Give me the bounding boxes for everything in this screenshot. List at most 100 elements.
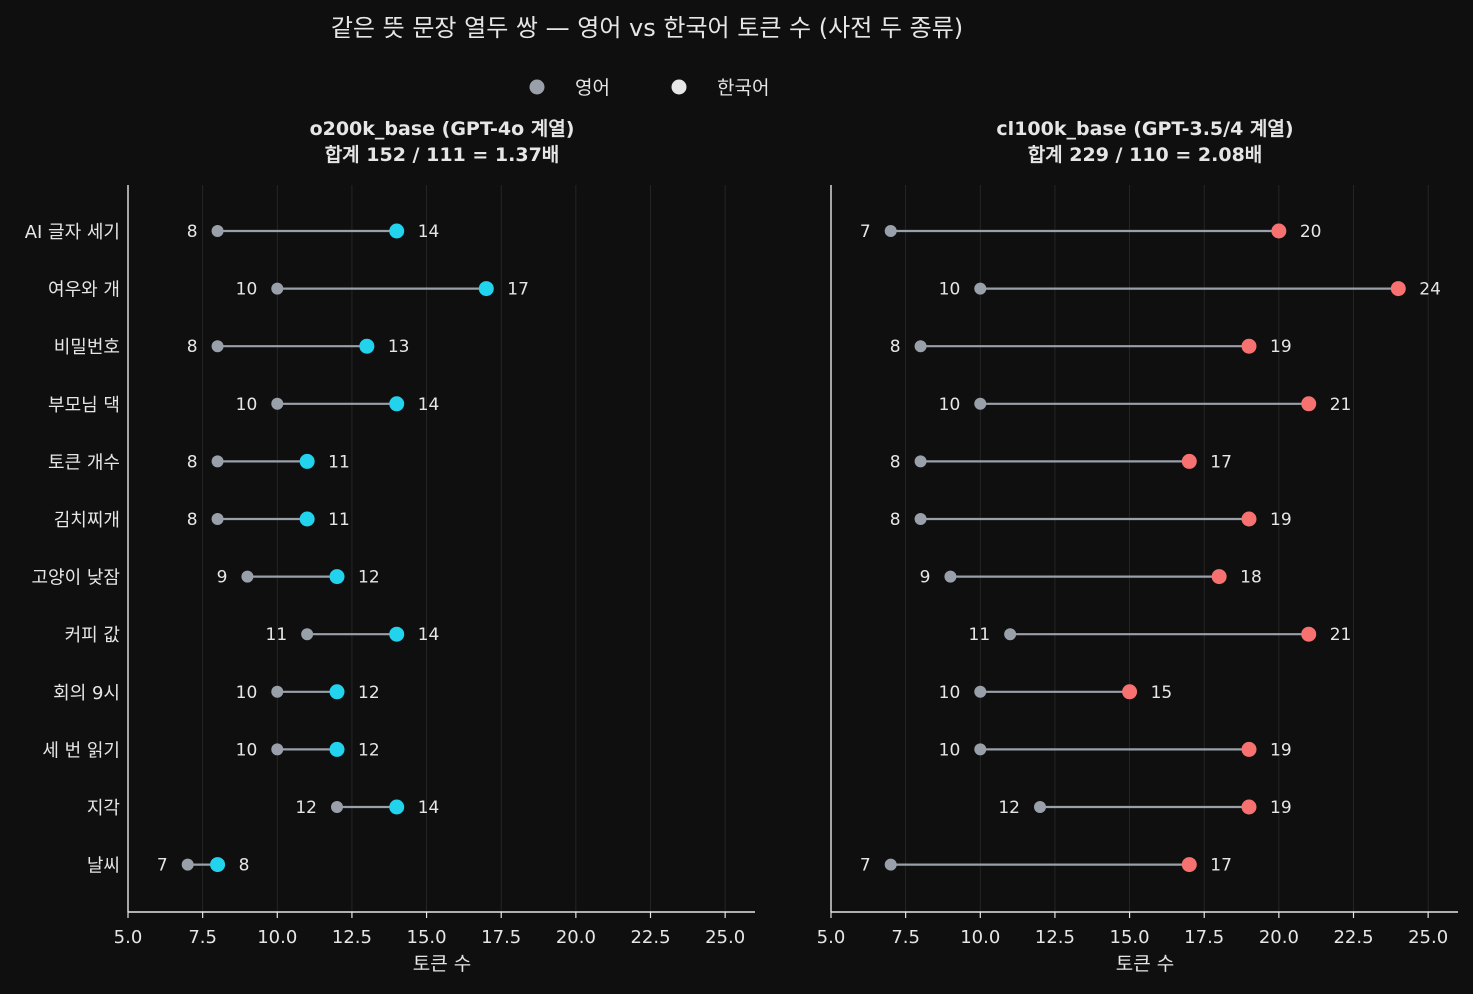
x-tick-label: 5.0 bbox=[817, 927, 846, 948]
korean-point bbox=[1241, 338, 1257, 354]
x-tick-label: 10.0 bbox=[960, 927, 1000, 948]
korean-point bbox=[299, 453, 315, 469]
english-point bbox=[241, 570, 254, 583]
panel-subtitle: 합계 152 / 111 = 1.37배 bbox=[325, 144, 560, 166]
x-axis-label: 토큰 수 bbox=[413, 953, 471, 975]
korean-value-label: 17 bbox=[507, 280, 529, 300]
x-tick-label: 7.5 bbox=[891, 927, 920, 948]
korean-value-label: 17 bbox=[1210, 452, 1232, 472]
english-point bbox=[271, 685, 284, 698]
y-tick-label: 회의 9시 bbox=[53, 683, 120, 704]
x-tick-label: 12.5 bbox=[332, 927, 372, 948]
x-tick-label: 25.0 bbox=[705, 927, 745, 948]
x-tick-label: 5.0 bbox=[114, 927, 143, 948]
english-point bbox=[974, 282, 987, 295]
panel-o200k: o200k_base (GPT-4o 계열) 합계 152 / 111 = 1.… bbox=[25, 118, 755, 975]
english-value-label: 12 bbox=[998, 798, 1020, 818]
english-point bbox=[211, 340, 224, 353]
english-value-label: 8 bbox=[187, 337, 198, 357]
korean-point bbox=[1271, 223, 1287, 239]
english-point bbox=[331, 801, 343, 813]
english-value-label: 8 bbox=[187, 510, 198, 530]
english-value-label: 7 bbox=[157, 856, 168, 876]
korean-point bbox=[1241, 511, 1257, 527]
panel-title: o200k_base (GPT-4o 계열) bbox=[310, 118, 575, 140]
english-value-label: 10 bbox=[939, 683, 961, 703]
english-value-label: 8 bbox=[890, 510, 901, 530]
x-tick-label: 20.0 bbox=[1259, 927, 1299, 948]
korean-value-label: 8 bbox=[239, 856, 250, 876]
korean-point bbox=[299, 511, 315, 527]
y-tick-label: 비밀번호 bbox=[54, 337, 120, 358]
korean-value-label: 14 bbox=[418, 395, 440, 415]
korean-value-label: 21 bbox=[1330, 395, 1352, 415]
korean-point bbox=[389, 799, 405, 815]
korean-point bbox=[1301, 626, 1317, 642]
english-value-label: 9 bbox=[217, 568, 228, 588]
data-marks: 7 20 10 24 8 19 10 21 8 17 8 19 9 18 11 21 10 15 10 19 12 19 7… bbox=[860, 222, 1441, 876]
english-point bbox=[914, 340, 927, 353]
english-point bbox=[944, 570, 957, 583]
korean-value-label: 19 bbox=[1270, 510, 1292, 530]
axes: 5.0 7.5 10.0 12.5 15.0 17.5 20.0 22.5 25.0 bbox=[817, 185, 1458, 948]
y-tick-label: 여우와 개 bbox=[48, 280, 120, 301]
english-point bbox=[211, 455, 224, 468]
legend-label-english: 영어 bbox=[575, 77, 610, 99]
korean-value-label: 21 bbox=[1330, 625, 1352, 645]
x-tick-label: 17.5 bbox=[481, 927, 521, 948]
english-point bbox=[271, 743, 284, 756]
english-value-label: 8 bbox=[187, 222, 198, 242]
y-tick-label: 토큰 개수 bbox=[48, 452, 120, 473]
x-tick-label: 20.0 bbox=[556, 927, 596, 948]
english-point bbox=[181, 858, 194, 871]
y-tick-label: AI 글자 세기 bbox=[25, 222, 120, 243]
english-value-label: 11 bbox=[969, 625, 991, 645]
english-value-label: 10 bbox=[236, 280, 258, 300]
korean-point bbox=[389, 396, 405, 412]
korean-point bbox=[1241, 799, 1257, 815]
panel-cl100k: cl100k_base (GPT-3.5/4 계열) 합계 229 / 110 … bbox=[817, 118, 1458, 975]
korean-value-label: 12 bbox=[358, 683, 380, 703]
y-tick-label: 지각 bbox=[87, 798, 120, 819]
english-point bbox=[974, 685, 987, 698]
grid bbox=[830, 185, 1429, 912]
korean-point bbox=[1181, 453, 1197, 469]
english-point bbox=[884, 858, 897, 871]
english-value-label: 10 bbox=[939, 740, 961, 760]
korean-point bbox=[1241, 741, 1257, 757]
x-tick-label: 12.5 bbox=[1035, 927, 1075, 948]
korean-value-label: 12 bbox=[358, 740, 380, 760]
english-point bbox=[914, 455, 927, 468]
english-value-label: 12 bbox=[295, 798, 317, 818]
korean-point bbox=[1211, 569, 1227, 585]
korean-point bbox=[478, 281, 494, 297]
english-point bbox=[914, 513, 927, 525]
korean-value-label: 17 bbox=[1210, 856, 1232, 876]
korean-point bbox=[1122, 684, 1138, 700]
x-axis-label: 토큰 수 bbox=[1116, 953, 1174, 975]
korean-value-label: 13 bbox=[388, 337, 410, 357]
english-point bbox=[211, 225, 224, 237]
korean-value-label: 11 bbox=[328, 510, 350, 530]
x-tick-label: 22.5 bbox=[630, 927, 670, 948]
english-point bbox=[1034, 801, 1046, 813]
english-point bbox=[271, 397, 284, 410]
x-tick-label: 25.0 bbox=[1408, 927, 1448, 948]
panel-title: cl100k_base (GPT-3.5/4 계열) bbox=[996, 118, 1293, 140]
korean-point bbox=[210, 857, 226, 873]
korean-point bbox=[389, 223, 405, 239]
figure-title: 같은 뜻 문장 열두 쌍 — 영어 vs 한국어 토큰 수 (사전 두 종류) bbox=[331, 14, 963, 42]
english-value-label: 10 bbox=[939, 280, 961, 300]
korean-value-label: 12 bbox=[358, 568, 380, 588]
english-value-label: 9 bbox=[920, 568, 931, 588]
x-tick-label: 15.0 bbox=[407, 927, 447, 948]
x-tick-label: 17.5 bbox=[1184, 927, 1224, 948]
english-value-label: 10 bbox=[939, 395, 961, 415]
korean-value-label: 11 bbox=[328, 452, 350, 472]
english-point bbox=[974, 743, 987, 756]
x-tick-label: 10.0 bbox=[257, 927, 297, 948]
